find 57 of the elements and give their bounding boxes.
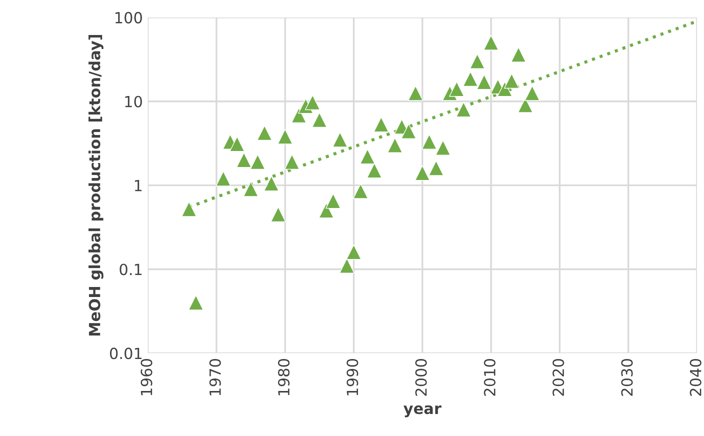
point xyxy=(422,134,437,150)
point xyxy=(250,154,266,170)
point xyxy=(428,160,444,176)
point xyxy=(229,136,245,152)
x-tick-label: 1990 xyxy=(346,359,358,396)
point xyxy=(483,35,499,50)
point xyxy=(414,165,430,181)
point xyxy=(374,116,389,132)
point xyxy=(352,184,368,199)
point xyxy=(277,129,293,144)
point xyxy=(524,86,540,101)
point xyxy=(216,171,231,186)
point xyxy=(449,81,464,97)
point xyxy=(243,182,258,197)
point xyxy=(346,244,362,260)
point xyxy=(518,98,533,113)
x-tick-label: 1980 xyxy=(278,359,290,396)
y-tick-label: 100 xyxy=(115,12,142,24)
point xyxy=(360,148,376,164)
point xyxy=(504,73,520,89)
point xyxy=(408,86,424,101)
point xyxy=(366,162,382,178)
point xyxy=(510,47,526,62)
y-tick-label: 0.01 xyxy=(110,348,142,360)
point xyxy=(470,54,485,69)
point xyxy=(304,94,320,110)
point xyxy=(270,206,286,222)
point xyxy=(462,71,478,87)
point xyxy=(264,176,280,192)
y-axis-title: MeOH global production [kton/day] xyxy=(88,34,104,336)
x-tick-label: 1960 xyxy=(140,359,152,396)
point xyxy=(284,154,300,170)
y-tick-label: 0.1 xyxy=(120,264,142,276)
point xyxy=(318,202,334,218)
point xyxy=(456,102,472,118)
x-tick-label: 1970 xyxy=(209,359,221,396)
point xyxy=(181,202,197,217)
point xyxy=(236,152,252,168)
point xyxy=(401,124,416,139)
point xyxy=(256,125,272,141)
y-tick-label: 1 xyxy=(134,180,142,192)
point xyxy=(387,138,403,153)
x-tick-label: 2040 xyxy=(690,359,702,396)
point xyxy=(188,294,204,310)
point xyxy=(291,108,306,124)
point xyxy=(326,193,341,209)
point xyxy=(339,258,355,274)
x-tick-label: 2030 xyxy=(621,359,633,396)
point xyxy=(312,112,328,128)
y-tick-label: 10 xyxy=(125,96,142,108)
point xyxy=(435,140,451,156)
point xyxy=(476,74,492,90)
x-axis-title: year xyxy=(404,405,442,418)
x-tick-label: 2000 xyxy=(415,359,427,396)
point xyxy=(332,132,348,148)
x-tick-label: 2010 xyxy=(484,359,496,396)
x-tick-label: 2020 xyxy=(552,359,564,396)
